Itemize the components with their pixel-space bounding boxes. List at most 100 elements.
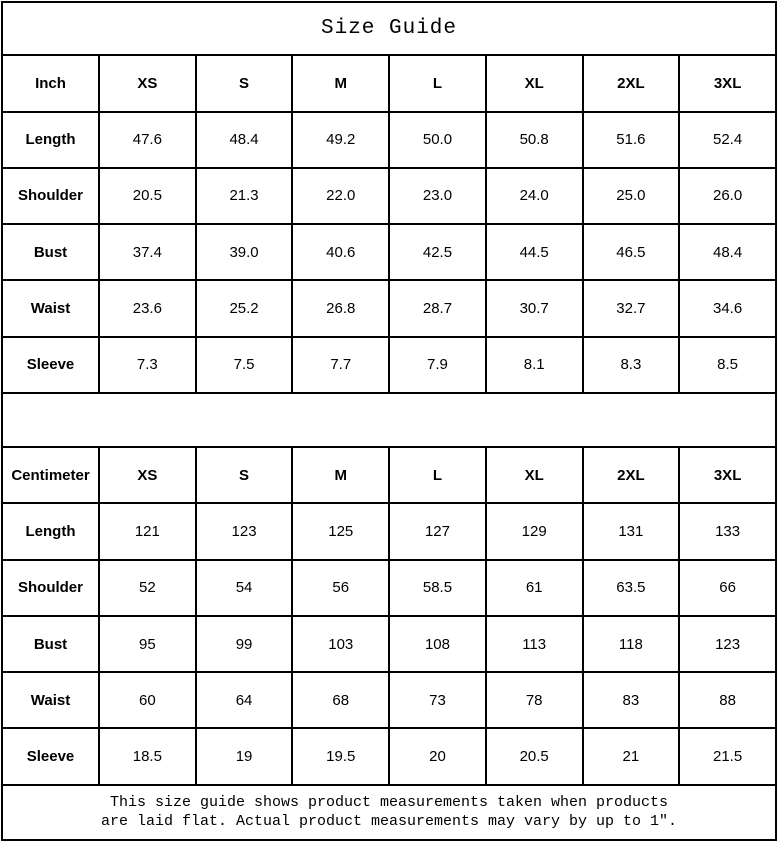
size-value: 42.5 <box>388 223 487 282</box>
row-label: Length <box>1 502 100 561</box>
title-row: Size Guide <box>1 0 777 57</box>
size-value: 51.6 <box>581 110 681 169</box>
size-value: 52.4 <box>678 110 777 169</box>
size-value: 121 <box>98 502 197 561</box>
size-value: 52 <box>98 558 197 617</box>
size-value: 21 <box>581 727 681 786</box>
size-value: 95 <box>98 614 197 674</box>
size-value: 50.0 <box>388 110 487 169</box>
size-value: 24.0 <box>484 166 584 226</box>
size-header-m: M <box>291 54 391 113</box>
size-value: 8.1 <box>484 335 584 394</box>
size-value: 47.6 <box>98 110 197 169</box>
size-value: 60 <box>98 671 197 730</box>
size-value: 54 <box>194 558 294 617</box>
size-header-xl: XL <box>484 54 584 113</box>
row-label: Length <box>1 110 100 169</box>
size-value: 37.4 <box>98 223 197 282</box>
size-value: 125 <box>291 502 391 561</box>
row-label: Bust <box>1 614 100 674</box>
page-title: Size Guide <box>1 0 777 57</box>
unit-header-inch: Inch <box>1 54 100 113</box>
table-spacer <box>1 391 777 449</box>
footer-note: This size guide shows product measuremen… <box>1 783 777 842</box>
row-label: Bust <box>1 223 100 282</box>
size-value: 8.3 <box>581 335 681 394</box>
size-value: 129 <box>484 502 584 561</box>
row-label: Waist <box>1 279 100 338</box>
size-value: 26.8 <box>291 279 391 338</box>
row-label: Sleeve <box>1 335 100 394</box>
size-header-l: L <box>388 446 487 505</box>
size-value: 88 <box>678 671 777 730</box>
cm-header-row: Centimeter XS S M L XL 2XL 3XL <box>1 446 777 505</box>
inch-waist-row: Waist 23.6 25.2 26.8 28.7 30.7 32.7 34.6 <box>1 279 777 338</box>
size-value: 34.6 <box>678 279 777 338</box>
size-value: 18.5 <box>98 727 197 786</box>
footer-note-line2: are laid flat. Actual product measuremen… <box>100 813 678 831</box>
size-value: 7.5 <box>194 335 294 394</box>
size-header-xl: XL <box>484 446 584 505</box>
unit-header-centimeter: Centimeter <box>1 446 100 505</box>
size-value: 23.0 <box>388 166 487 226</box>
size-value: 133 <box>678 502 777 561</box>
size-value: 25.0 <box>581 166 681 226</box>
size-value: 64 <box>194 671 294 730</box>
size-header-s: S <box>194 446 294 505</box>
inch-bust-row: Bust 37.4 39.0 40.6 42.5 44.5 46.5 48.4 <box>1 223 777 282</box>
table-spacer-row <box>1 391 777 449</box>
size-value: 20.5 <box>98 166 197 226</box>
size-value: 113 <box>484 614 584 674</box>
row-label: Shoulder <box>1 558 100 617</box>
size-header-2xl: 2XL <box>581 446 681 505</box>
size-value: 28.7 <box>388 279 487 338</box>
size-value: 21.5 <box>678 727 777 786</box>
size-header-l: L <box>388 54 487 113</box>
size-value: 46.5 <box>581 223 681 282</box>
row-label: Waist <box>1 671 100 730</box>
size-value: 48.4 <box>678 223 777 282</box>
size-value: 118 <box>581 614 681 674</box>
size-value: 20.5 <box>484 727 584 786</box>
size-value: 50.8 <box>484 110 584 169</box>
cm-sleeve-row: Sleeve 18.5 19 19.5 20 20.5 21 21.5 <box>1 727 777 786</box>
row-label: Sleeve <box>1 727 100 786</box>
size-value: 123 <box>678 614 777 674</box>
size-value: 66 <box>678 558 777 617</box>
size-value: 7.3 <box>98 335 197 394</box>
size-value: 19.5 <box>291 727 391 786</box>
size-value: 127 <box>388 502 487 561</box>
size-header-3xl: 3XL <box>678 446 777 505</box>
size-value: 68 <box>291 671 391 730</box>
size-value: 44.5 <box>484 223 584 282</box>
size-value: 23.6 <box>98 279 197 338</box>
size-value: 7.9 <box>388 335 487 394</box>
size-value: 49.2 <box>291 110 391 169</box>
inch-length-row: Length 47.6 48.4 49.2 50.0 50.8 51.6 52.… <box>1 110 777 169</box>
cm-bust-row: Bust 95 99 103 108 113 118 123 <box>1 614 777 674</box>
size-value: 40.6 <box>291 223 391 282</box>
footer-row: This size guide shows product measuremen… <box>1 783 777 842</box>
size-value: 39.0 <box>194 223 294 282</box>
row-label: Shoulder <box>1 166 100 226</box>
size-header-m: M <box>291 446 391 505</box>
size-header-xs: XS <box>98 446 197 505</box>
size-header-3xl: 3XL <box>678 54 777 113</box>
size-header-xs: XS <box>98 54 197 113</box>
size-value: 131 <box>581 502 681 561</box>
size-value: 19 <box>194 727 294 786</box>
inch-shoulder-row: Shoulder 20.5 21.3 22.0 23.0 24.0 25.0 2… <box>1 166 777 226</box>
size-header-s: S <box>194 54 294 113</box>
inch-header-row: Inch XS S M L XL 2XL 3XL <box>1 54 777 113</box>
size-value: 61 <box>484 558 584 617</box>
size-value: 123 <box>194 502 294 561</box>
size-value: 32.7 <box>581 279 681 338</box>
size-value: 73 <box>388 671 487 730</box>
size-value: 7.7 <box>291 335 391 394</box>
size-value: 26.0 <box>678 166 777 226</box>
size-value: 78 <box>484 671 584 730</box>
size-value: 63.5 <box>581 558 681 617</box>
size-value: 8.5 <box>678 335 777 394</box>
